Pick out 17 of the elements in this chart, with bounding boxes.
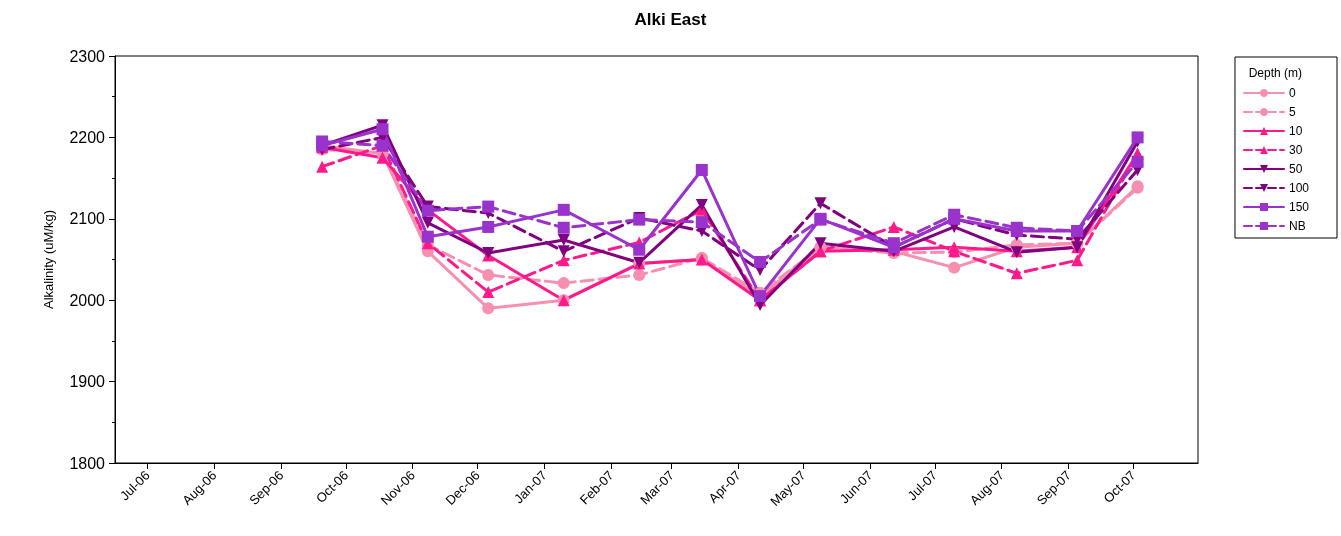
legend-label: 0 bbox=[1288, 86, 1296, 100]
y-tick-label: 1900 bbox=[69, 373, 106, 391]
legend-label: 100 bbox=[1288, 181, 1310, 195]
legend-label: NB bbox=[1288, 219, 1306, 233]
chart-title: Alki East bbox=[634, 10, 707, 29]
legend-label: 10 bbox=[1288, 124, 1303, 138]
y-tick-label: 2300 bbox=[69, 47, 106, 65]
legend-label: 5 bbox=[1288, 105, 1296, 119]
y-tick-label: 2200 bbox=[69, 128, 106, 146]
y-tick-label: 2100 bbox=[69, 210, 106, 228]
y-axis-title: Alkalinity (uM/kg) bbox=[41, 210, 56, 309]
legend-label: 50 bbox=[1288, 162, 1303, 176]
legend-label: 30 bbox=[1288, 143, 1303, 157]
legend-title: Depth (m) bbox=[1248, 66, 1302, 80]
y-tick-label: 2000 bbox=[69, 291, 106, 309]
legend-label: 150 bbox=[1288, 200, 1310, 214]
y-tick-label: 1800 bbox=[69, 454, 106, 472]
